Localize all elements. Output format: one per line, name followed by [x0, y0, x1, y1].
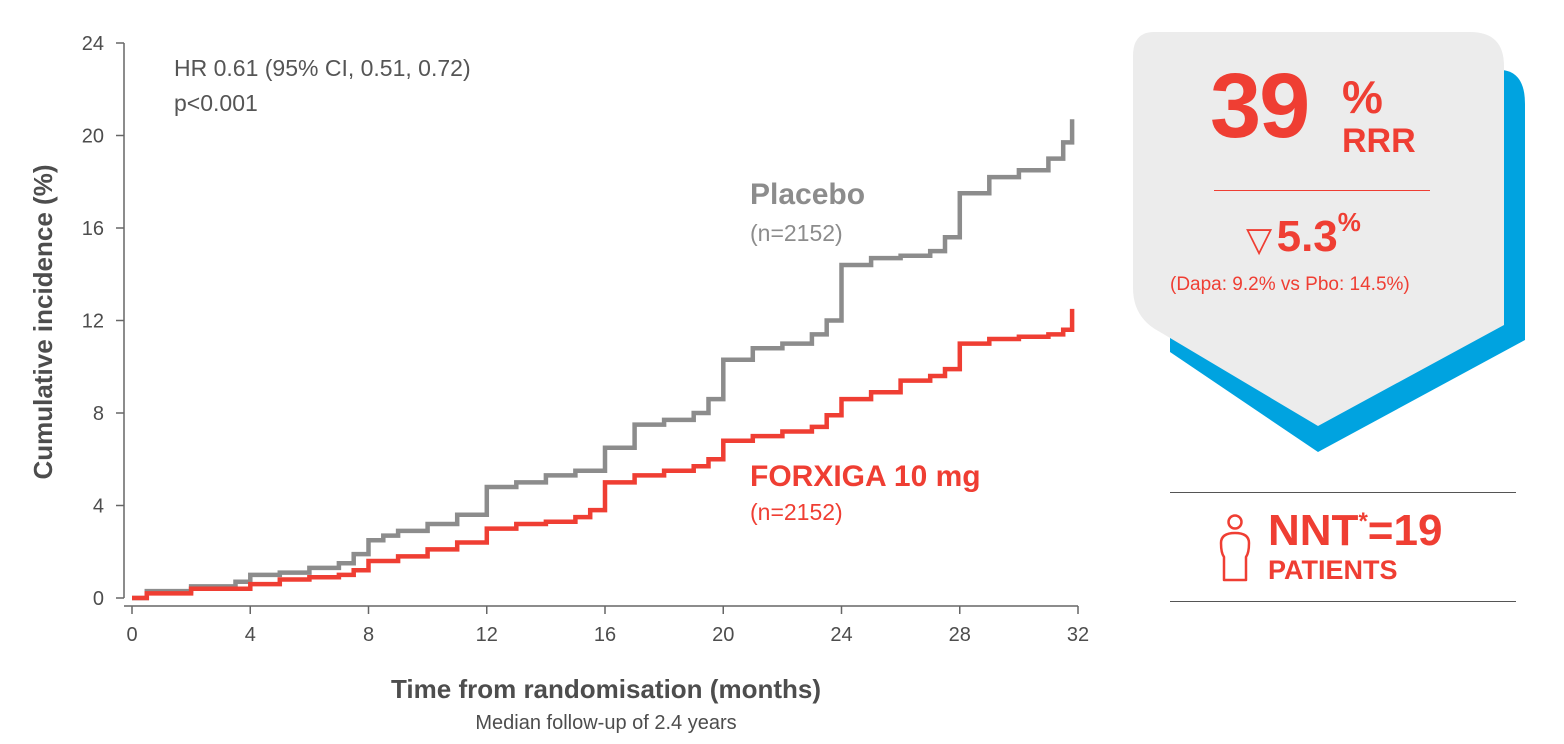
x-tick-label: 20 — [712, 624, 734, 646]
rrr-value: 39 — [1210, 55, 1310, 157]
arr-line: ▽ 5.3% — [1246, 207, 1361, 262]
nnt-number: =19 — [1367, 506, 1443, 555]
rrr-label: RRR — [1342, 122, 1416, 160]
nnt-prefix: NNT — [1268, 506, 1359, 555]
x-tick-label: 16 — [594, 624, 616, 646]
y-axis-title: Cumulative incidence (%) — [28, 165, 58, 480]
nnt-value: NNT*=19 — [1268, 509, 1442, 553]
y-tick-label: 12 — [82, 311, 104, 333]
triangle-down-icon: ▽ — [1246, 221, 1273, 259]
y-tick-label: 0 — [93, 588, 104, 610]
person-icon — [1219, 514, 1251, 582]
km-chart: 0 4 8 12 16 20 24 0 4 8 12 16 20 24 28 32 HR 0.61 (95% … — [28, 33, 1089, 734]
axes: 0 4 8 12 16 20 24 0 4 8 12 16 20 24 28 32 — [82, 33, 1089, 646]
rrr-shield — [1133, 32, 1525, 452]
y-tick-label: 16 — [82, 218, 104, 240]
nnt-unit: PATIENTS — [1268, 555, 1398, 585]
x-tick-label: 8 — [363, 624, 374, 646]
placebo-n-label: (n=2152) — [750, 220, 843, 246]
p-value-annotation: p<0.001 — [174, 90, 258, 116]
arr-percent-sign: % — [1337, 207, 1361, 237]
rrr-panel: 39 % RRR ▽ 5.3% (Dapa: 9.2% vs Pbo: 14.5… — [1130, 32, 1530, 457]
x-axis-subtitle: Median follow-up of 2.4 years — [475, 712, 736, 734]
nnt-box: NNT*=19 PATIENTS — [1170, 492, 1516, 602]
forxiga-n-label: (n=2152) — [750, 499, 843, 525]
rrr-percent-sign: % — [1342, 71, 1383, 123]
x-tick-label: 4 — [245, 624, 256, 646]
forxiga-label: FORXIGA 10 mg — [750, 460, 981, 493]
forxiga-curve — [132, 308, 1075, 601]
placebo-label: Placebo — [750, 178, 865, 211]
x-tick-label: 0 — [126, 624, 137, 646]
placebo-curve — [132, 119, 1075, 601]
rrr-shield-card — [1133, 32, 1504, 426]
y-tick-label: 24 — [82, 33, 104, 55]
y-tick-label: 4 — [93, 496, 104, 518]
arr-detail: (Dapa: 9.2% vs Pbo: 14.5%) — [1170, 274, 1410, 295]
x-axis-title: Time from randomisation (months) — [391, 674, 821, 704]
x-tick-label: 12 — [476, 624, 498, 646]
hr-annotation: HR 0.61 (95% CI, 0.51, 0.72) — [174, 55, 471, 81]
x-tick-label: 28 — [949, 624, 971, 646]
x-tick-label: 32 — [1067, 624, 1089, 646]
series-layer — [132, 119, 1075, 601]
y-tick-label: 8 — [93, 403, 104, 425]
nnt-footnote-mark: * — [1358, 508, 1368, 535]
x-tick-label: 24 — [830, 624, 852, 646]
arr-value: 5.3 — [1276, 212, 1338, 261]
y-tick-label: 20 — [82, 126, 104, 148]
rrr-divider — [1214, 190, 1430, 191]
